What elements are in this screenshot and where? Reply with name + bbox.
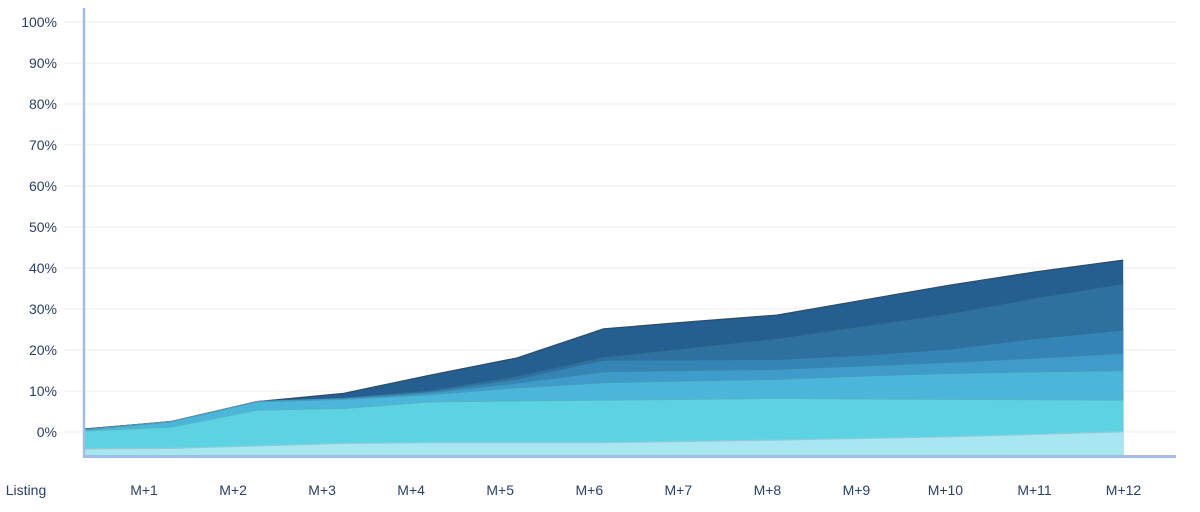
y-tick-label: 60% (29, 178, 57, 194)
x-tick-label: Listing (6, 482, 46, 498)
area-band-top-edge (83, 397, 1124, 432)
area-band-top-edge (83, 369, 1124, 431)
x-tick-label: M+3 (308, 482, 336, 498)
gridlines-group (64, 21, 1176, 433)
x-tick-label: M+6 (575, 482, 603, 498)
x-tick-label: M+2 (219, 482, 247, 498)
y-tick-label: 40% (29, 260, 57, 276)
y-tick-label: 70% (29, 137, 57, 153)
x-axis-labels-group: Listing M+1 M+2 M+3 M+4 M+5 M+6 M+7 M+8 M+9 M+10 M+… (6, 482, 1142, 498)
area-series-group (83, 259, 1124, 455)
x-tick-label: M+8 (754, 482, 782, 498)
y-tick-label: 10% (29, 383, 57, 399)
x-tick-label: M+11 (1017, 482, 1052, 498)
y-tick-label: 30% (29, 301, 57, 317)
y-tick-label: 50% (29, 219, 57, 235)
area-band-layer-1-palest-cyan (84, 431, 1124, 455)
y-tick-label: 90% (29, 55, 57, 71)
y-axis-labels-group: 0% 10% 20% 30% 40% 50% 60% 70% 80% 90% 100% (21, 14, 57, 440)
x-tick-label: M+4 (397, 482, 425, 498)
x-tick-label: M+12 (1106, 482, 1142, 498)
y-tick-label: 100% (21, 14, 57, 30)
x-tick-label: M+1 (130, 482, 158, 498)
x-tick-label: M+10 (928, 482, 964, 498)
y-tick-label: 20% (29, 342, 57, 358)
x-tick-label: M+9 (843, 482, 871, 498)
axis-lines-group (82, 8, 1176, 458)
x-tick-label: M+5 (486, 482, 514, 498)
y-tick-label: 80% (29, 96, 57, 112)
area-band-top-edge (83, 431, 1124, 450)
x-tick-label: M+7 (664, 482, 692, 498)
y-tick-label: 0% (37, 424, 57, 440)
